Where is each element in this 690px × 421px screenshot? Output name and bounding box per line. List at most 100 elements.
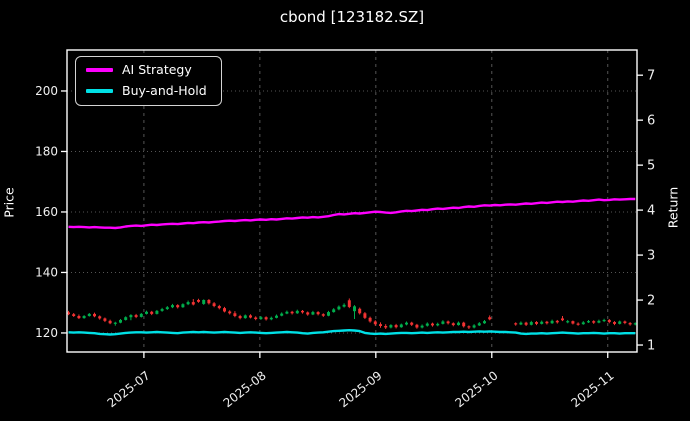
return-tick-label: 6 bbox=[647, 114, 655, 129]
series-line bbox=[68, 197, 636, 230]
candle-body bbox=[540, 321, 544, 324]
candle-body bbox=[103, 318, 107, 321]
candle-body bbox=[337, 306, 341, 310]
candle-body bbox=[451, 323, 455, 326]
price-tick-label: 180 bbox=[35, 144, 58, 158]
date-tick-label: 2025-11 bbox=[568, 368, 616, 410]
candle-body bbox=[249, 315, 252, 318]
candle-body bbox=[545, 321, 549, 324]
candle-body bbox=[72, 314, 76, 317]
candle-body bbox=[212, 303, 216, 307]
candle-body bbox=[342, 304, 346, 307]
candle-body bbox=[561, 318, 564, 321]
candle-body bbox=[67, 312, 70, 315]
candle-body bbox=[207, 299, 211, 304]
candle-body bbox=[321, 314, 325, 316]
candle-body bbox=[129, 315, 133, 318]
candle-body bbox=[306, 312, 310, 315]
candle-body bbox=[425, 323, 429, 326]
chart-title: cbond [123182.SZ] bbox=[279, 8, 425, 26]
candle-body bbox=[587, 321, 590, 323]
candle-body bbox=[623, 321, 627, 323]
candle-body bbox=[441, 321, 445, 324]
candle-body bbox=[358, 308, 362, 314]
date-tick-label: 2025-08 bbox=[221, 368, 269, 410]
candle-body bbox=[269, 317, 273, 320]
date-tick-label: 2025-09 bbox=[337, 368, 385, 410]
return-tick-label: 4 bbox=[647, 204, 655, 219]
candle-body bbox=[535, 322, 538, 324]
return-tick-label: 5 bbox=[647, 159, 655, 174]
candle-body bbox=[472, 325, 476, 328]
candle-body bbox=[394, 325, 398, 328]
candle-body bbox=[202, 299, 206, 304]
legend: AI Strategy Buy-and-Hold bbox=[75, 56, 222, 106]
candle-body bbox=[607, 319, 611, 323]
candle-body bbox=[389, 325, 393, 328]
candle-body bbox=[223, 308, 226, 312]
candle-body bbox=[446, 321, 450, 324]
series-line bbox=[68, 329, 636, 336]
candle-body bbox=[150, 311, 154, 314]
candle-body bbox=[420, 325, 424, 328]
candle-body bbox=[467, 326, 471, 328]
candle-body bbox=[98, 316, 102, 319]
legend-label-buy-and-hold: Buy-and-Hold bbox=[122, 82, 207, 98]
candle-body bbox=[571, 321, 575, 324]
return-tick-label: 2 bbox=[647, 294, 655, 309]
candle-body bbox=[155, 310, 159, 314]
candle-body bbox=[171, 305, 174, 308]
candle-body bbox=[311, 312, 315, 315]
candle-body bbox=[633, 323, 637, 325]
candle-body bbox=[228, 311, 232, 314]
candle-body bbox=[514, 323, 518, 325]
candle-body bbox=[108, 320, 112, 324]
candle-body bbox=[462, 322, 466, 327]
candle-body bbox=[134, 315, 138, 317]
legend-item-buy-and-hold: Buy-and-Hold bbox=[86, 82, 207, 98]
candle-body bbox=[399, 324, 403, 328]
candle-body bbox=[373, 321, 377, 325]
candle-body bbox=[82, 316, 86, 319]
candle-body bbox=[280, 313, 284, 316]
candle-body bbox=[243, 315, 247, 319]
candle-body bbox=[613, 322, 616, 324]
candle-body bbox=[405, 322, 408, 325]
candle-body bbox=[290, 311, 294, 314]
candle-body bbox=[602, 319, 606, 322]
candle-body bbox=[238, 316, 242, 319]
candle-body bbox=[628, 322, 632, 325]
candle-body bbox=[181, 304, 185, 308]
candle-body bbox=[295, 310, 299, 314]
date-tick-label: 2025-10 bbox=[452, 368, 500, 410]
candle-body bbox=[415, 324, 419, 328]
ai-strategy-line-swatch-icon bbox=[86, 68, 113, 73]
candle-body bbox=[87, 313, 91, 317]
price-tick-label: 200 bbox=[35, 84, 58, 98]
candle-body bbox=[363, 313, 367, 318]
candle-body bbox=[197, 299, 200, 302]
candle-body bbox=[488, 317, 492, 320]
candle-body bbox=[581, 322, 585, 325]
candle-body bbox=[165, 307, 169, 310]
candle-body bbox=[93, 313, 96, 317]
price-tick-label: 160 bbox=[35, 205, 58, 219]
candle-body bbox=[477, 323, 481, 326]
candle-body bbox=[550, 320, 554, 324]
candle-body bbox=[483, 321, 486, 324]
candle-body bbox=[519, 322, 523, 325]
candle-body bbox=[139, 313, 143, 317]
legend-label-ai-strategy: AI Strategy bbox=[122, 62, 192, 77]
candle-body bbox=[327, 312, 330, 316]
legend-item-ai-strategy: AI Strategy bbox=[86, 62, 207, 77]
candle-body bbox=[77, 316, 81, 319]
candle-body bbox=[524, 322, 528, 325]
candle-body bbox=[597, 320, 601, 323]
candle-body bbox=[113, 322, 117, 324]
candle-body bbox=[379, 324, 382, 326]
date-tick-label: 2025-07 bbox=[105, 368, 153, 410]
candle-body bbox=[119, 319, 122, 323]
candle-body bbox=[457, 322, 460, 326]
candle-body bbox=[436, 323, 440, 326]
